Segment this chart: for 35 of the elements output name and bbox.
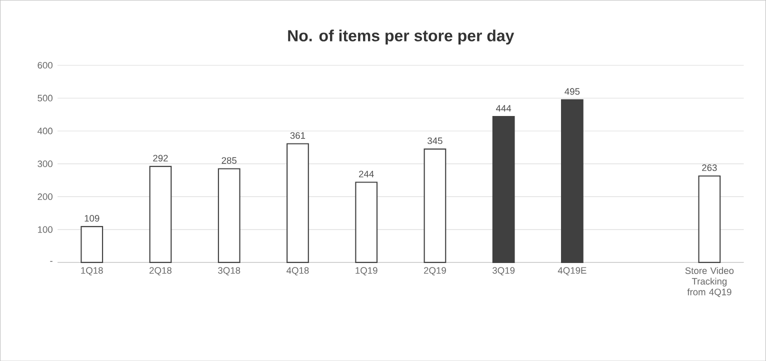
x-tick-label: 4Q18 [286, 267, 309, 276]
data-label: 285 [222, 157, 236, 164]
bar [492, 116, 515, 263]
y-tick-label: 200 [38, 193, 52, 200]
bar [286, 143, 309, 263]
data-label: 109 [84, 214, 100, 222]
bar [149, 166, 172, 263]
y-tick-label: - [50, 260, 52, 262]
y-tick-label: 500 [38, 94, 52, 102]
bar [424, 148, 446, 263]
x-tick-label: 4Q19E [558, 267, 586, 276]
data-label: 444 [496, 104, 512, 112]
data-label: 292 [153, 154, 168, 162]
x-tick-label: 1Q19 [356, 267, 378, 276]
data-label: 495 [564, 88, 580, 95]
y-tick-label: 600 [38, 62, 52, 68]
y-tick-label: 400 [38, 128, 52, 134]
y-tick-label: 100 [38, 226, 52, 233]
bar [355, 182, 378, 263]
data-label: 263 [702, 164, 717, 171]
data-label: 244 [359, 170, 374, 178]
x-tick-label: Store Video Tracking from 4Q19 [685, 266, 734, 297]
bar [218, 168, 240, 263]
x-tick-label: 1Q18 [81, 267, 103, 276]
data-label: 345 [428, 137, 442, 144]
x-tick-label: 2Q18 [150, 267, 172, 276]
x-tick-label: 2Q19 [424, 267, 446, 276]
bar [698, 175, 721, 263]
bar [561, 99, 584, 263]
data-label: 361 [290, 132, 306, 139]
x-tick-label: 3Q18 [218, 267, 240, 276]
y-tick-label: 300 [38, 160, 52, 167]
chart-title: No. of items per store per day [288, 29, 514, 44]
bar [80, 226, 104, 263]
x-tick-label: 3Q19 [492, 267, 515, 276]
